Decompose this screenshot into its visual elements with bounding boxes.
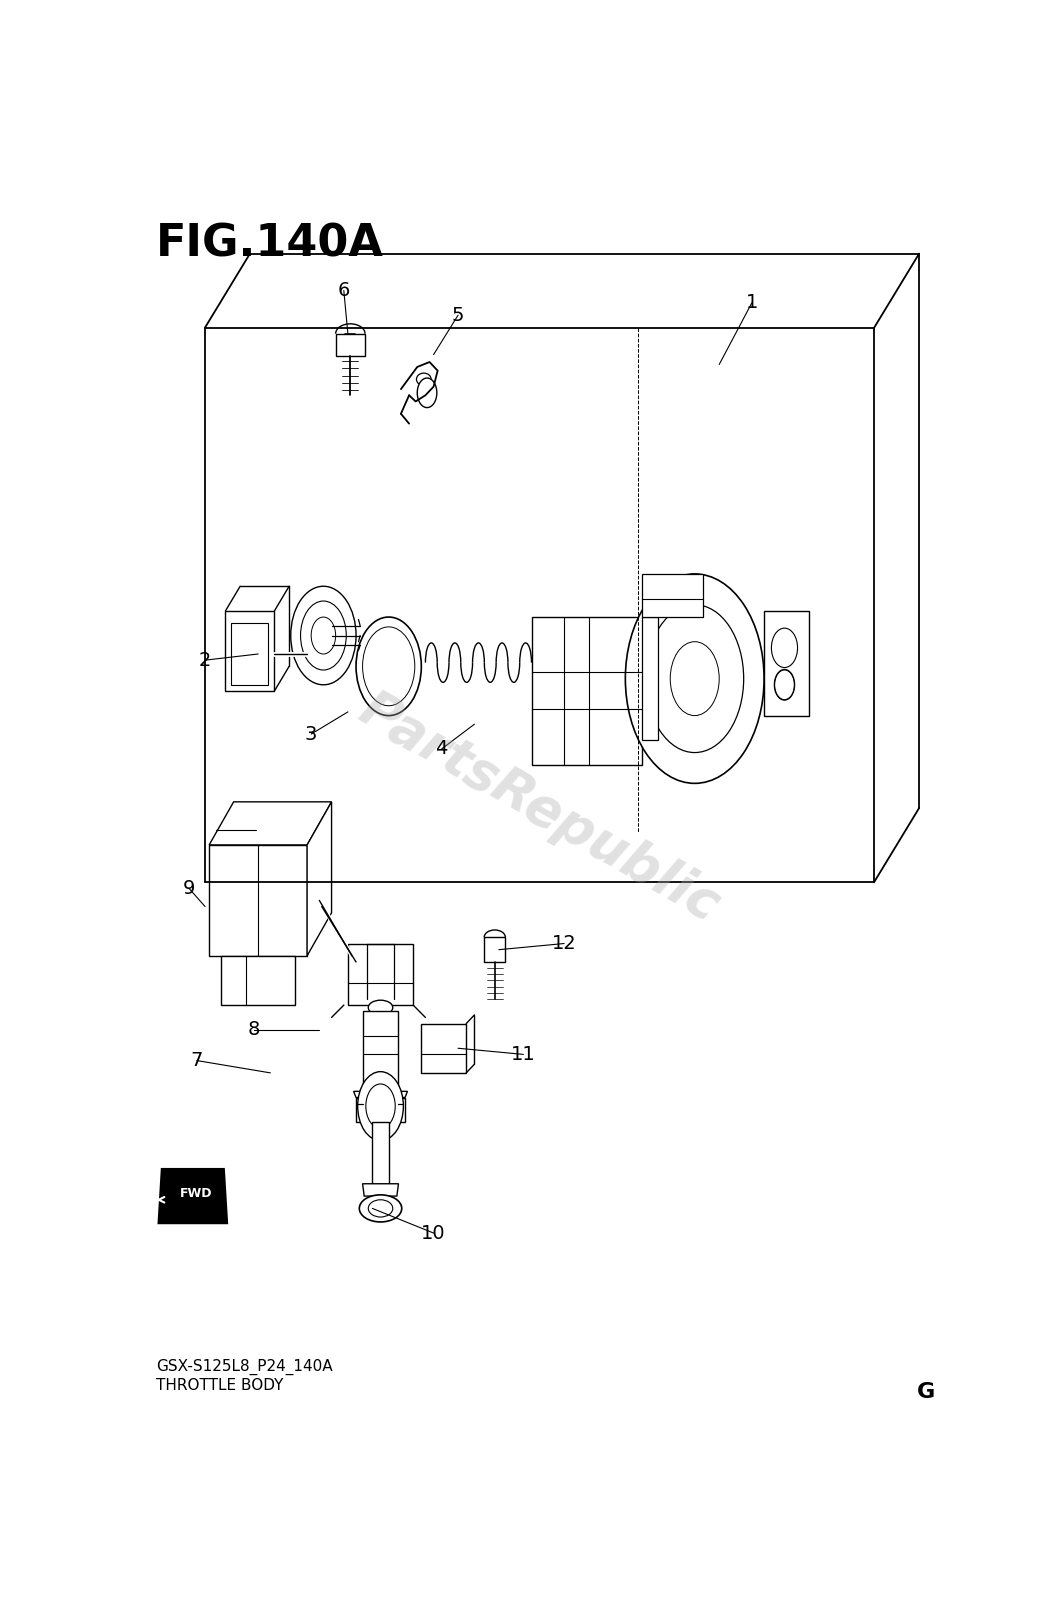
Text: 6: 6 [338,282,350,301]
Circle shape [365,1083,395,1128]
Text: 10: 10 [421,1224,445,1243]
Bar [484,938,505,962]
Text: FIG.140A: FIG.140A [156,222,384,266]
Polygon shape [225,611,275,691]
Circle shape [300,602,346,670]
Text: 11: 11 [511,1045,536,1064]
Text: 2: 2 [199,651,212,670]
Circle shape [670,642,719,715]
Bar [373,1122,389,1184]
Text: 8: 8 [247,1021,260,1040]
Polygon shape [354,1091,408,1098]
Text: GSX-S125L8_P24_140A: GSX-S125L8_P24_140A [156,1358,333,1374]
Ellipse shape [359,1195,402,1222]
Circle shape [772,629,797,667]
Text: 4: 4 [436,739,448,758]
Bar [336,334,365,355]
Text: 7: 7 [191,1051,203,1070]
Polygon shape [307,802,332,955]
Bar [421,1024,466,1074]
Bar [532,618,641,765]
Circle shape [356,618,421,715]
Ellipse shape [416,373,431,386]
Circle shape [362,627,415,706]
Ellipse shape [369,1200,393,1218]
Circle shape [645,605,743,752]
Polygon shape [159,1170,227,1222]
Text: 5: 5 [452,306,464,325]
Polygon shape [356,1098,362,1122]
Circle shape [291,586,356,685]
Bar [641,618,658,741]
Circle shape [312,618,336,654]
Circle shape [358,1072,403,1141]
Bar [641,574,703,618]
Polygon shape [362,1184,398,1197]
Text: 1: 1 [746,293,758,312]
Text: 9: 9 [182,878,195,898]
Polygon shape [398,1098,405,1122]
Bar [232,624,267,685]
Bar [362,1011,398,1091]
Circle shape [625,574,764,784]
Polygon shape [210,802,332,845]
Bar [221,955,295,1005]
Text: PartsRepublic: PartsRepublic [350,683,730,933]
Text: 12: 12 [552,934,577,954]
Text: G: G [917,1382,935,1402]
Bar [347,944,413,1005]
Text: 3: 3 [305,725,317,744]
Text: THROTTLE BODY: THROTTLE BODY [156,1378,283,1394]
Bar [764,611,809,715]
Text: FWD: FWD [180,1187,213,1200]
Circle shape [775,670,794,699]
Circle shape [417,378,437,408]
Polygon shape [210,845,307,955]
Ellipse shape [369,1000,393,1014]
